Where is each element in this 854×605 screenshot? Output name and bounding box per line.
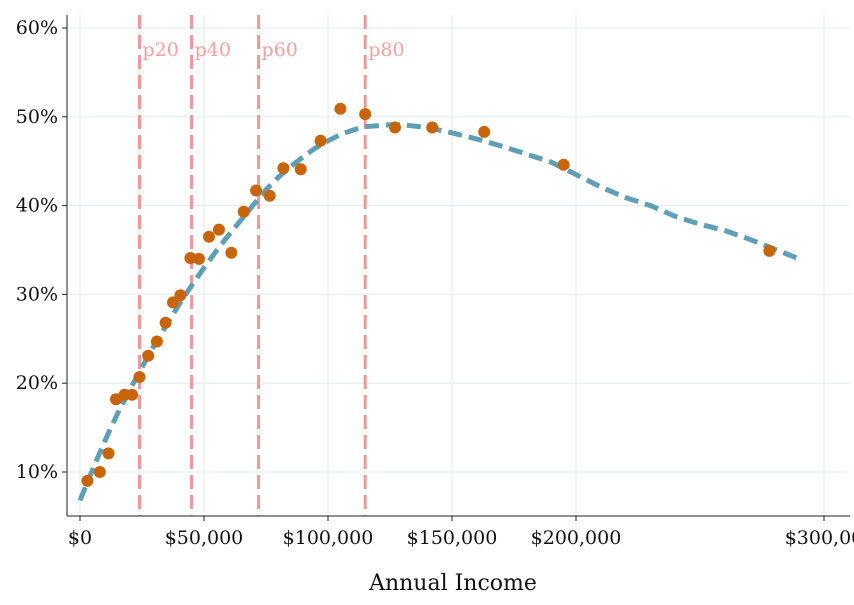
x-axis-title: Annual Income	[368, 571, 537, 596]
data-point	[142, 349, 155, 362]
y-tick-label: 20%	[16, 372, 58, 394]
data-point	[159, 316, 172, 329]
data-point	[203, 230, 215, 243]
data-point	[167, 296, 179, 309]
axes	[66, 15, 850, 517]
percentile-label-p60: p60	[262, 39, 298, 61]
data-point	[126, 388, 139, 401]
data-point	[133, 371, 146, 383]
data-point	[763, 244, 776, 257]
y-tick-label: 60%	[16, 17, 58, 39]
percentile-label-p20: p20	[143, 39, 179, 61]
fitted-curve-layer	[77, 122, 801, 502]
percentile-lines: p20 p40 p60 p80	[138, 15, 405, 516]
data-point	[93, 466, 106, 478]
data-point	[250, 184, 263, 197]
data-point	[212, 223, 225, 236]
data-point	[426, 121, 439, 134]
data-point	[150, 335, 163, 348]
x-tick-label: $200,000	[531, 527, 622, 549]
fitted-curve	[77, 122, 801, 502]
data-point	[277, 162, 290, 175]
data-point	[314, 134, 327, 147]
data-point	[478, 125, 491, 138]
percentile-label-p40: p40	[195, 39, 231, 61]
x-tick-label: $0	[68, 527, 92, 549]
grid-layer	[67, 15, 850, 516]
data-point	[389, 121, 401, 134]
x-tick-label: $50,000	[165, 527, 244, 549]
data-point	[102, 447, 115, 460]
tick-layer: 10% 20% 30% 40% 50% 60% $0 $50,000 $100,000 $150,…	[16, 17, 854, 549]
y-tick-label: 50%	[16, 106, 58, 128]
data-point	[557, 158, 570, 171]
data-point	[263, 189, 276, 202]
data-point	[237, 205, 250, 218]
data-point	[225, 246, 238, 259]
data-point	[334, 102, 347, 115]
x-tick-label: $100,000	[283, 527, 374, 549]
x-tick-label: $300,00	[785, 527, 854, 549]
data-point	[294, 163, 307, 176]
x-tick-label: $150,000	[407, 527, 498, 549]
y-tick-label: 10%	[16, 461, 58, 483]
percentile-label-p80: p80	[368, 39, 404, 61]
data-points-layer	[81, 102, 776, 487]
y-tick-label: 40%	[16, 195, 58, 217]
y-tick-label: 30%	[16, 283, 58, 305]
data-point	[193, 252, 205, 265]
data-point	[174, 289, 187, 302]
data-point	[359, 108, 372, 121]
data-point	[81, 474, 94, 487]
